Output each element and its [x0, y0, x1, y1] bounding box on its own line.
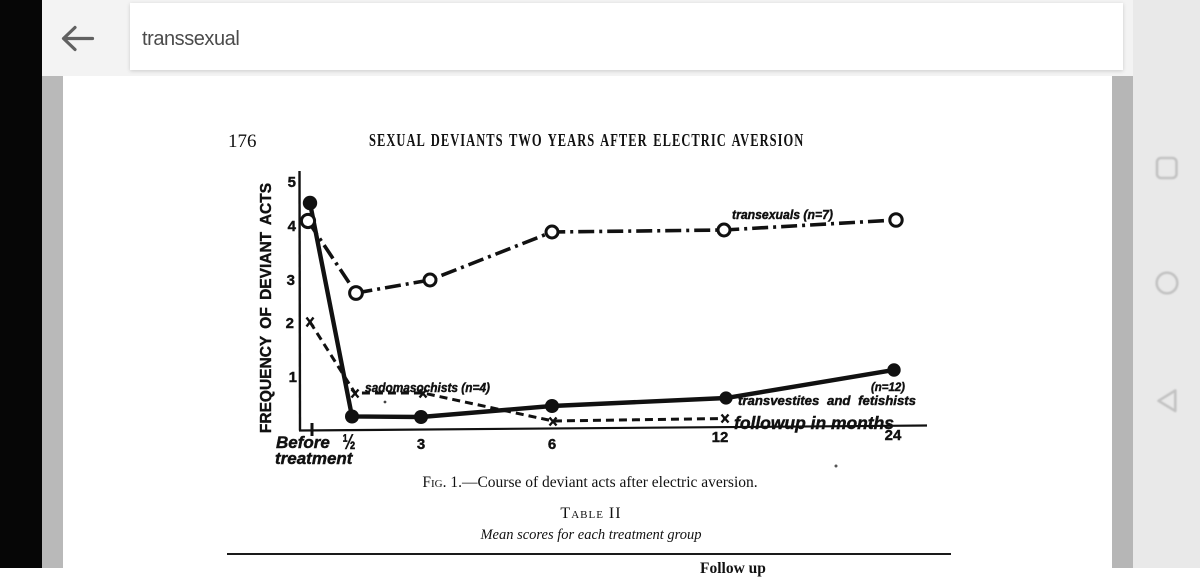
svg-text:sadomasochists (n=4): sadomasochists (n=4): [365, 381, 490, 395]
svg-text:1: 1: [289, 369, 297, 386]
svg-text:3: 3: [287, 272, 295, 289]
svg-text:3: 3: [417, 436, 425, 453]
svg-text:12: 12: [712, 429, 729, 446]
svg-text:FREQUENCY OF DEVIANT ACTS: FREQUENCY OF DEVIANT ACTS: [258, 183, 275, 433]
svg-text:½: ½: [343, 431, 356, 454]
svg-text:2: 2: [286, 315, 294, 332]
svg-text:5: 5: [288, 174, 296, 191]
svg-text:followup in months: followup in months: [734, 413, 894, 433]
svg-text:6: 6: [548, 436, 556, 453]
svg-text:transvestites and fetishists: transvestites and fetishists: [738, 393, 916, 408]
svg-text:24: 24: [885, 427, 902, 444]
svg-text:transexuals (n=7): transexuals (n=7): [732, 207, 833, 222]
svg-text:Before: Before: [276, 433, 330, 452]
svg-text:(n=12): (n=12): [871, 380, 905, 394]
svg-text:treatment: treatment: [275, 449, 354, 468]
svg-text:4: 4: [288, 218, 297, 235]
